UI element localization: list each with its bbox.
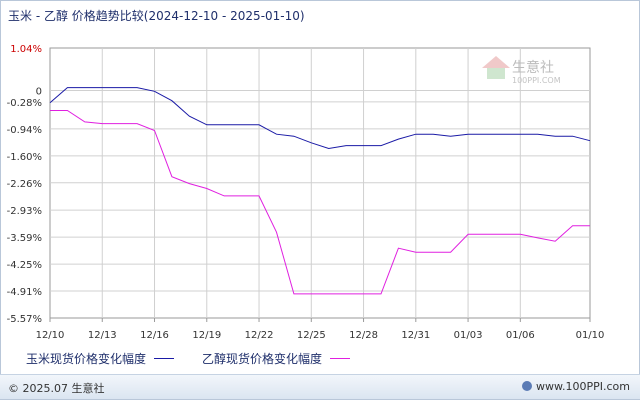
footer-bar: © 2025.07 生意社 www.100PPI.com bbox=[0, 374, 640, 399]
legend-item-corn: 玉米现货价格变化幅度 bbox=[26, 350, 175, 367]
series-line-ethanol bbox=[50, 110, 590, 295]
y-tick-label: -0.28% bbox=[7, 98, 42, 109]
site-link[interactable]: www.100PPI.com bbox=[516, 380, 630, 393]
watermark-roof-icon bbox=[482, 56, 510, 68]
legend-label-corn: 玉米现货价格变化幅度 bbox=[26, 352, 147, 366]
x-tick-label: 12/28 bbox=[349, 330, 378, 341]
watermark-name: 生意社 bbox=[512, 59, 554, 76]
globe-icon bbox=[522, 381, 533, 391]
watermark-house-icon bbox=[487, 68, 505, 79]
legend-swatch-corn bbox=[154, 358, 175, 359]
y-tick-label: 0 bbox=[36, 86, 42, 97]
x-tick-label: 12/13 bbox=[88, 330, 117, 341]
x-tick-label: 01/10 bbox=[576, 330, 605, 341]
legend-item-ethanol: 乙醇现货价格变化幅度 bbox=[202, 350, 351, 367]
y-tick-label: 1.04% bbox=[10, 44, 42, 55]
y-tick-label: -3.59% bbox=[7, 233, 42, 244]
x-tick-label: 01/03 bbox=[454, 330, 483, 341]
watermark-url: 100PPI.COM bbox=[512, 76, 561, 85]
x-tick-label: 12/25 bbox=[297, 330, 326, 341]
x-tick-label: 12/22 bbox=[245, 330, 274, 341]
y-tick-label: -0.94% bbox=[7, 125, 42, 136]
x-tick-label: 12/19 bbox=[192, 330, 221, 341]
x-tick-label: 12/31 bbox=[401, 330, 430, 341]
y-tick-label: -1.60% bbox=[7, 152, 42, 163]
series-line-corn bbox=[49, 87, 591, 150]
y-tick-label: -2.26% bbox=[7, 179, 42, 190]
y-tick-label: -2.93% bbox=[7, 206, 42, 217]
legend-label-ethanol: 乙醇现货价格变化幅度 bbox=[202, 352, 323, 366]
x-tick-label: 12/16 bbox=[140, 330, 169, 341]
site-url-text: www.100PPI.com bbox=[536, 380, 630, 393]
y-tick-label: -5.57% bbox=[7, 314, 42, 325]
legend: 玉米现货价格变化幅度 乙醇现货价格变化幅度 bbox=[0, 346, 640, 368]
chart-title: 玉米 - 乙醇 价格趋势比较(2024-12-10 - 2025-01-10) bbox=[8, 9, 305, 23]
y-tick-label: -4.25% bbox=[7, 260, 42, 271]
copyright-text: © 2025.07 生意社 bbox=[8, 382, 105, 395]
y-tick-label: -4.91% bbox=[7, 287, 42, 298]
x-tick-label: 12/10 bbox=[36, 330, 65, 341]
x-tick-label: 01/06 bbox=[506, 330, 535, 341]
legend-swatch-ethanol bbox=[330, 358, 351, 359]
